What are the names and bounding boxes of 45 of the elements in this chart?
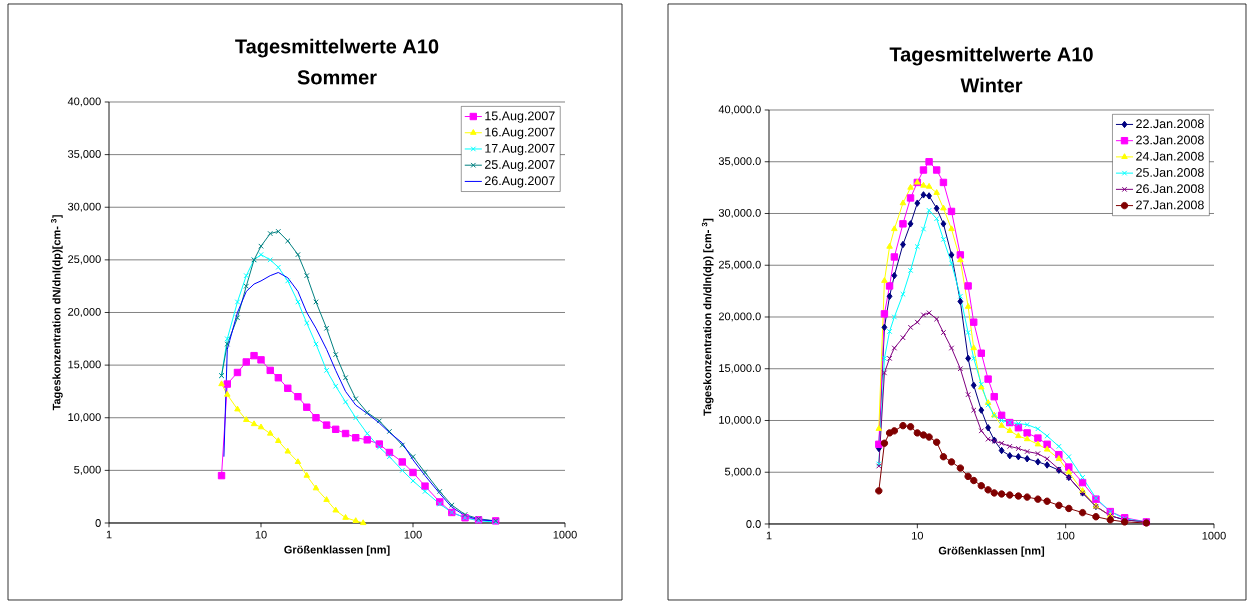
legend-label: 15.Aug.2007 [485,111,555,123]
y-tick-label: 0 [95,519,101,527]
y-tick-label: 15,000.0 [719,364,761,374]
y-tick-label: 5,000.0 [724,467,761,477]
x-tick-label: 1000 [1202,531,1226,540]
y-axis-title: Tageskonzentration dN/dnl(dp)[cm- $^{3}$] [51,215,63,411]
y-tick-label: 0.0 [746,520,761,528]
y-tick-label: 30,000 [67,202,101,212]
y-tick-label: 40,000 [67,97,101,107]
x-axis-title: Größenklassen [nm] [284,545,390,556]
x-tick-label: 100 [404,530,422,539]
y-tick-label: 20,000.0 [718,312,761,322]
y-axis-title: Tageskonzentration dn/dln(dp) [cm- $^{3}$] [701,218,714,416]
y-tick-label: 20,000 [68,307,101,318]
x-tick-label: 10 [255,530,267,539]
legend-label: 16.Aug.2007 [485,127,555,139]
x-tick-label: 1 [106,530,112,539]
legend-label: 17.Aug.2007 [485,143,555,156]
y-tick-label: 25,000.0 [718,260,761,270]
y-tick-label: 35,000.0 [718,157,761,167]
x-tick-label: 10 [912,531,924,540]
y-tick-label: 10,000.0 [719,415,761,426]
chart-subtitle: Winter [960,77,1023,93]
y-tick-label: 40,000.0 [718,105,761,115]
chart-title: Tagesmittelwerte A10 [889,46,1093,66]
legend-label: 25.Aug.2007 [484,160,555,172]
x-tick-label: 1000 [553,530,577,539]
legend-label: 26.Aug.2007 [484,176,555,188]
x-axis-title: Größenklassen [nm] [938,546,1045,557]
legend-label: 26.Jan.2008 [1136,184,1204,194]
y-tick-label: 25,000 [68,255,101,265]
x-tick-label: 100 [1057,531,1075,540]
chart-subtitle: Sommer [297,70,377,85]
y-tick-label: 15,000 [68,360,101,370]
y-tick-label: 10,000 [68,413,101,423]
legend-label: 27.Jan.2008 [1136,200,1204,210]
y-tick-label: 35,000 [67,150,101,160]
legend-label: 23.Jan.2008 [1136,135,1204,145]
legend-label: 22.Jan.2008 [1136,119,1204,129]
y-tick-label: 30,000.0 [718,208,761,219]
chart-title: Tagesmittelwerte A10 [235,38,439,58]
legend-label: 25.Jan.2008 [1136,168,1204,177]
legend-label: 24.Jan.2008 [1136,151,1204,161]
y-tick-label: 5,000 [74,465,101,475]
x-tick-label: 1 [766,531,772,540]
